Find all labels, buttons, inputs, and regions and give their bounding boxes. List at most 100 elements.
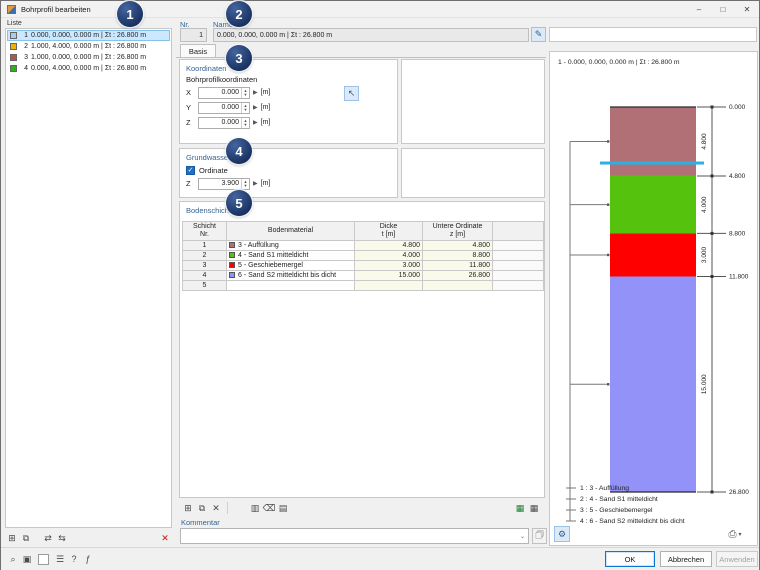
ordinate-checkbox-row[interactable]: ✓ Ordinate (186, 165, 397, 176)
list-item[interactable]: 21.000, 4.000, 0.000 m | Σt : 26.800 m (7, 41, 170, 52)
cell-bodenmaterial[interactable]: 3 - Auffüllung (227, 241, 355, 251)
spinner-arrows-icon[interactable]: ▲▼ (241, 179, 249, 189)
flyout-arrow-icon[interactable]: ▶ (253, 119, 258, 126)
depth-label: 8.800 (729, 230, 746, 237)
thickness-label: 4.800 (701, 133, 708, 150)
material-color-swatch (229, 252, 235, 258)
copy-profile-button[interactable]: ⧉ (19, 531, 33, 545)
koordinaten-box: Koordinaten Bohrprofilkoordinaten X0.000… (179, 59, 398, 144)
kommentar-combobox[interactable]: ⌄ (180, 528, 529, 544)
cell-bodenmaterial[interactable]: 6 - Sand S2 mitteldicht bis dicht (227, 271, 355, 281)
select-previous-icon[interactable]: ⇄ (41, 531, 55, 545)
excel-export-button[interactable]: ▦ (527, 501, 541, 515)
clear-table-button[interactable]: ⌫ (262, 501, 276, 515)
title-bar[interactable]: Bohrprofil bearbeiten – □ ✕ (1, 1, 759, 18)
unit-label: [m] (261, 180, 271, 187)
ordinate-checkbox[interactable]: ✓ (186, 166, 195, 175)
tab-basis[interactable]: Basis (180, 44, 216, 58)
excel-import-button[interactable]: ▦ (513, 501, 527, 515)
cell-empty (493, 271, 544, 281)
profile-panel: 1 - 0.000, 0.000, 0.000 m | Σt : 26.800 … (549, 51, 758, 546)
chevron-down-icon[interactable]: ⌄ (520, 533, 528, 540)
close-button[interactable]: ✕ (735, 1, 759, 17)
spinbox[interactable]: 0.000▲▼ (198, 102, 250, 114)
cell-bodenmaterial[interactable] (227, 281, 355, 291)
liste-box[interactable]: 10.000, 0.000, 0.000 m | Σt : 26.800 m21… (5, 28, 172, 528)
list-item[interactable]: 40.000, 4.000, 0.000 m | Σt : 26.800 m (7, 63, 170, 74)
cell-empty (493, 241, 544, 251)
cell-dicke[interactable]: 15.000 (355, 271, 423, 281)
option-checkbox[interactable] (38, 554, 49, 565)
field-label: Z (186, 179, 198, 188)
display-settings-icon[interactable]: ⚙ (554, 526, 570, 542)
spinner-arrows-icon[interactable]: ▲▼ (241, 103, 249, 113)
table-row[interactable]: 46 - Sand S2 mitteldicht bis dicht15.000… (183, 271, 544, 281)
soil-layer-2 (610, 176, 696, 233)
soil-layer-3 (610, 233, 696, 276)
cell-dicke[interactable]: 4.000 (355, 251, 423, 261)
ok-button[interactable]: OK (605, 551, 655, 567)
profile-color-swatch (10, 32, 17, 39)
new-profile-button[interactable]: ⊞ (5, 531, 19, 545)
cell-dicke[interactable]: 4.800 (355, 241, 423, 251)
maximize-button[interactable]: □ (711, 1, 735, 17)
flyout-arrow-icon[interactable]: ▶ (253, 104, 258, 111)
cell-ordinate[interactable]: 26.800 (423, 271, 493, 281)
coordinate-row: Z3.900▲▼▶[m] (186, 176, 397, 191)
bodenschichten-table[interactable]: SchichtNr.BodenmaterialDicket [m]Untere … (182, 221, 544, 291)
spinner-arrows-icon[interactable]: ▲▼ (241, 88, 249, 98)
add-row-button[interactable]: ⊞ (181, 501, 195, 515)
display-properties-icon[interactable]: ▣ (20, 552, 34, 566)
cell-ordinate[interactable]: 8.800 (423, 251, 493, 261)
minimize-button[interactable]: – (687, 1, 711, 17)
cancel-button[interactable]: Abbrechen (660, 551, 712, 567)
copy-row-button[interactable]: ⧉ (195, 501, 209, 515)
list-item[interactable]: 10.000, 0.000, 0.000 m | Σt : 26.800 m (7, 30, 170, 41)
print-button[interactable]: ⎙ ▾ (720, 526, 750, 542)
cell-bodenmaterial[interactable]: 5 - Geschiebemergel (227, 261, 355, 271)
spinbox[interactable]: 0.000▲▼ (198, 117, 250, 129)
table-row[interactable]: 5 (183, 281, 544, 291)
grundwasser-title: Grundwasser (186, 153, 397, 162)
list-item[interactable]: 31.000, 0.000, 0.000 m | Σt : 26.800 m (7, 52, 170, 63)
bodenschichten-box: Bodenschichten SchichtNr.BodenmaterialDi… (179, 201, 545, 498)
pick-in-graphic-button[interactable]: ↖ (344, 86, 359, 101)
grundwasser-box: Grundwasser ✓ Ordinate Z3.900▲▼▶[m] (179, 148, 398, 198)
spinbox[interactable]: 0.000▲▼ (198, 87, 250, 99)
table-row[interactable]: 24 - Sand S1 mitteldicht4.0008.800 (183, 251, 544, 261)
functions-icon[interactable]: ƒ (81, 552, 95, 566)
annotation-balloon-1: 1 (117, 1, 143, 27)
cell-ordinate[interactable]: 4.800 (423, 241, 493, 251)
spinbox[interactable]: 3.900▲▼ (198, 178, 250, 190)
print-dropdown-icon[interactable]: ▾ (738, 531, 741, 538)
column-header: SchichtNr. (183, 222, 227, 241)
comment-templates-button[interactable]: 🗇 (532, 528, 547, 544)
cell-ordinate[interactable]: 11.800 (423, 261, 493, 271)
list-settings-icon[interactable]: ☰ (53, 552, 67, 566)
cell-schicht-nr: 4 (183, 271, 227, 281)
cell-dicke[interactable] (355, 281, 423, 291)
list-item-text: 0.000, 4.000, 0.000 m | Σt : 26.800 m (31, 65, 146, 72)
soil-layer-4 (610, 277, 696, 492)
cell-dicke[interactable]: 3.000 (355, 261, 423, 271)
flyout-arrow-icon[interactable]: ▶ (253, 180, 258, 187)
profile-color-swatch (10, 43, 17, 50)
delete-profile-button[interactable]: ✕ (158, 531, 172, 545)
edit-name-button[interactable]: ✎ (531, 27, 546, 42)
spinner-arrows-icon[interactable]: ▲▼ (241, 118, 249, 128)
table-settings-button[interactable]: ▤ (276, 501, 290, 515)
table-row[interactable]: 35 - Geschiebemergel3.00011.800 (183, 261, 544, 271)
material-color-swatch (229, 272, 235, 278)
delete-row-button[interactable]: ✕ (209, 501, 223, 515)
table-row[interactable]: 13 - Auffüllung4.8004.800 (183, 241, 544, 251)
apply-button[interactable]: Anwenden (716, 551, 758, 567)
column-filter-button[interactable]: ▥ (248, 501, 262, 515)
select-next-icon[interactable]: ⇆ (55, 531, 69, 545)
cell-ordinate[interactable] (423, 281, 493, 291)
name-field: 0.000, 0.000, 0.000 m | Σt : 26.800 m (213, 28, 529, 42)
annotation-balloon-3: 3 (226, 45, 252, 71)
flyout-arrow-icon[interactable]: ▶ (253, 89, 258, 96)
help-icon[interactable]: ? (67, 552, 81, 566)
cell-bodenmaterial[interactable]: 4 - Sand S1 mitteldicht (227, 251, 355, 261)
magnifier-icon[interactable]: ⌕ (6, 552, 20, 566)
